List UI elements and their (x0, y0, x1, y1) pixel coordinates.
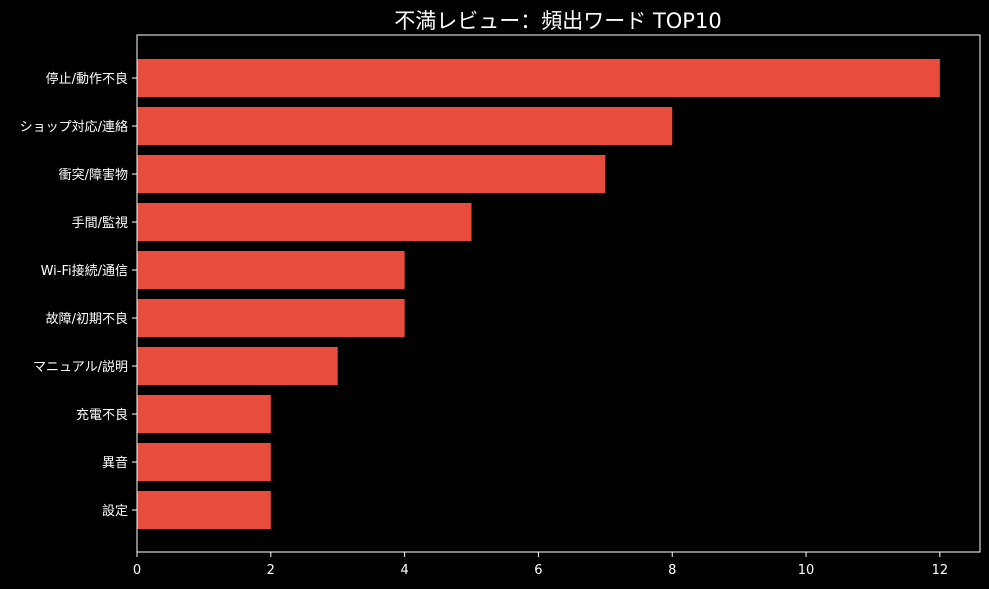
bar (137, 59, 940, 97)
y-tick-label: 停止/動作不良 (46, 71, 128, 87)
y-tick-label: 衝突/障害物 (59, 167, 128, 183)
chart-title: 不満レビュー：頻出ワード TOP10 (394, 9, 721, 33)
bar (137, 395, 271, 433)
bar (137, 251, 405, 289)
y-tick-label: 手間/監視 (72, 215, 128, 231)
y-tick-label: 異音 (102, 455, 128, 471)
x-tick-label: 4 (400, 563, 408, 578)
y-tick-label: Wi-Fi接続/通信 (41, 263, 128, 279)
x-tick-label: 12 (932, 563, 949, 578)
x-tick-label: 8 (668, 563, 676, 578)
plot-frame (136, 34, 981, 553)
x-tick-label: 6 (534, 563, 542, 578)
bar (137, 155, 606, 193)
bars-group (137, 59, 940, 529)
x-ticks: 0 2 4 6 8 10 12 (133, 552, 948, 578)
x-tick-label: 10 (798, 563, 815, 578)
x-tick-label: 2 (267, 563, 275, 578)
bar (137, 491, 271, 529)
x-tick-label: 0 (133, 563, 141, 578)
bar (137, 299, 405, 337)
y-tick-label: 故障/初期不良 (46, 311, 128, 327)
y-tick-label: マニュアル/説明 (33, 359, 128, 375)
bar (137, 443, 271, 481)
bar (137, 107, 673, 145)
y-tick-label: 充電不良 (76, 407, 128, 423)
bar (137, 347, 338, 385)
y-tick-label: 設定 (102, 503, 128, 519)
bar (137, 203, 472, 241)
y-tick-label: ショップ対応/連絡 (20, 119, 128, 135)
